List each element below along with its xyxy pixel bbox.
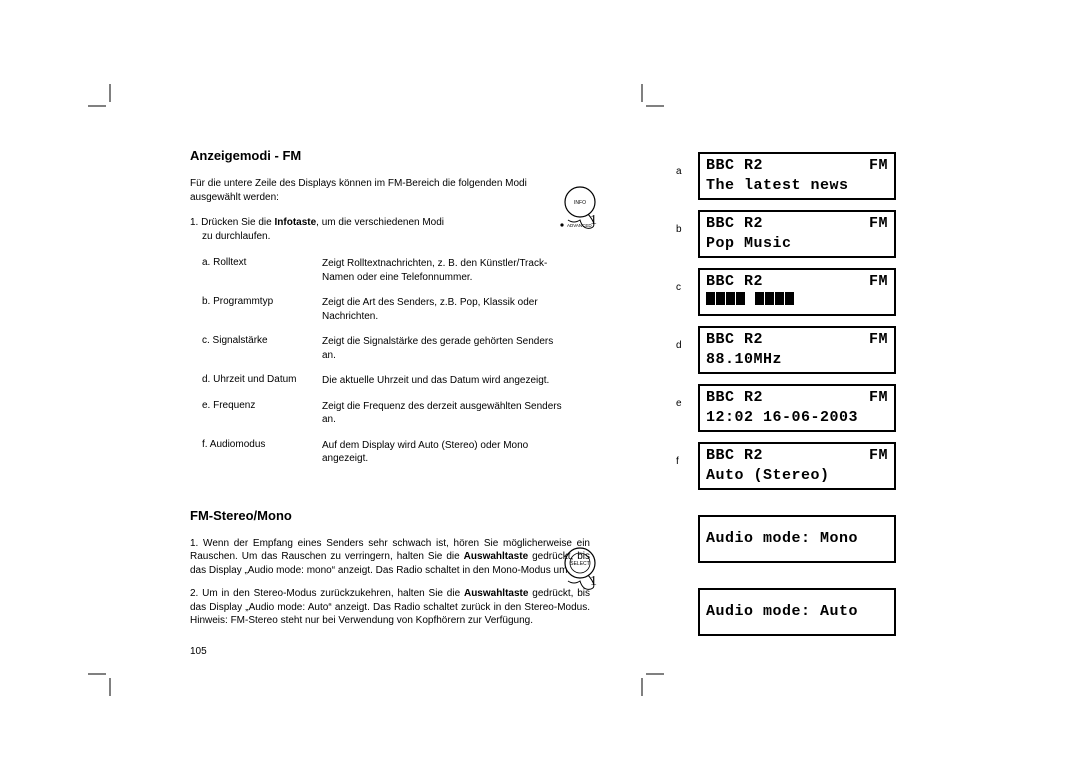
lcd-c-bottom <box>706 292 888 312</box>
select-button-graphic: SELECT 1 <box>558 545 616 608</box>
lcd-label-b: b <box>676 224 682 235</box>
lcd-f-right: FM <box>869 446 888 466</box>
mode-e-desc: Zeigt die Frequenz des derzeit ausgewähl… <box>322 400 562 439</box>
lcd-e: BBC R2 FM 12:02 16-06-2003 <box>698 384 896 432</box>
lcd-mono: Audio mode: Mono <box>698 515 896 563</box>
mode-c-label: c. Signalstärke <box>202 335 322 374</box>
page-number: 105 <box>190 646 910 657</box>
step1-pre: 1. Drücken Sie die <box>190 217 275 228</box>
lcd-auto: Audio mode: Auto <box>698 588 896 636</box>
mode-d-desc: Die aktuelle Uhrzeit und das Datum wird … <box>322 374 562 400</box>
lcd-b-top: BBC R2 <box>706 214 763 234</box>
mode-c-desc: Zeigt die Signalstärke des gerade gehört… <box>322 335 562 374</box>
lcd-d-right: FM <box>869 330 888 350</box>
lcd-e-right: FM <box>869 388 888 408</box>
lcd-d: BBC R2 FM 88.10MHz <box>698 326 896 374</box>
mode-a-desc: Zeigt Rolltextnachrichten, z. B. den Kün… <box>322 257 562 296</box>
fm-step2: 2. Um in den Stereo-Modus zurückzukehren… <box>190 587 590 628</box>
lcd-column: a BBC R2FM The latest news b BBC R2FM Po… <box>698 152 896 500</box>
info-button-label: INFO <box>574 200 586 206</box>
lcd-label-a: a <box>676 166 682 177</box>
fm1-bold: Auswahltaste <box>464 551 528 562</box>
modes-table: a. RolltextZeigt Rolltextnachrichten, z.… <box>202 257 562 478</box>
info-button-graphic: INFO ADVANCED 1 <box>558 184 616 253</box>
lcd-f-top: BBC R2 <box>706 446 763 466</box>
lcd-b: BBC R2 FM Pop Music <box>698 210 896 258</box>
lcd-d-bottom: 88.10MHz <box>706 350 888 370</box>
lcd-c-right: FM <box>869 272 888 292</box>
mode-f-label: f. Audiomodus <box>202 439 322 478</box>
lcd-label-e: e <box>676 398 682 409</box>
fm-step1: 1. Wenn der Empfang eines Senders sehr s… <box>190 537 590 578</box>
mode-f-desc: Auf dem Display wird Auto (Stereo) oder … <box>322 439 562 478</box>
lcd-d-top: BBC R2 <box>706 330 763 350</box>
lcd-f: BBC R2 FM Auto (Stereo) <box>698 442 896 490</box>
lcd-label-c: c <box>676 282 681 293</box>
fm2-bold: Auswahltaste <box>464 588 528 599</box>
lcd-a-right: FM <box>869 156 888 176</box>
step1-post: , um die verschiedenen Modi <box>316 217 444 228</box>
lcd-a-top: BBC R2 <box>706 156 763 176</box>
mode-b-label: b. Programmtyp <box>202 296 322 335</box>
lcd-f-bottom: Auto (Stereo) <box>706 466 888 486</box>
step1-bold: Infotaste <box>275 217 317 228</box>
section1-intro: Für die untere Zeile des Displays können… <box>190 177 530 204</box>
lcd-c-top: BBC R2 <box>706 272 763 292</box>
info-button-num: 1 <box>590 213 597 228</box>
mode-a-label: a. Rolltext <box>202 257 322 296</box>
lcd-label-d: d <box>676 340 682 351</box>
lcd-label-f: f <box>676 456 679 467</box>
mode-b-desc: Zeigt die Art des Senders, z.B. Pop, Kla… <box>322 296 562 335</box>
select-button-label: SELECT <box>570 561 589 567</box>
lcd-a-bottom: The latest news <box>706 176 888 196</box>
lcd-e-top: BBC R2 <box>706 388 763 408</box>
select-button-num: 1 <box>590 574 597 589</box>
lcd-b-bottom: Pop Music <box>706 234 888 254</box>
mode-e-label: e. Frequenz <box>202 400 322 439</box>
fm2-pre: 2. Um in den Stereo-Modus zurückzukehren… <box>190 588 464 599</box>
mode-d-label: d. Uhrzeit und Datum <box>202 374 322 400</box>
lcd-a: BBC R2 FM The latest news <box>698 152 896 200</box>
lcd-c: BBC R2 FM <box>698 268 896 316</box>
lcd-e-bottom: 12:02 16-06-2003 <box>706 408 888 428</box>
lcd-b-right: FM <box>869 214 888 234</box>
section1-step1: 1. Drücken Sie die Infotaste, um die ver… <box>190 216 530 243</box>
step1-line2: zu durchlaufen. <box>190 230 530 244</box>
info-button-sub: ADVANCED <box>567 223 592 228</box>
